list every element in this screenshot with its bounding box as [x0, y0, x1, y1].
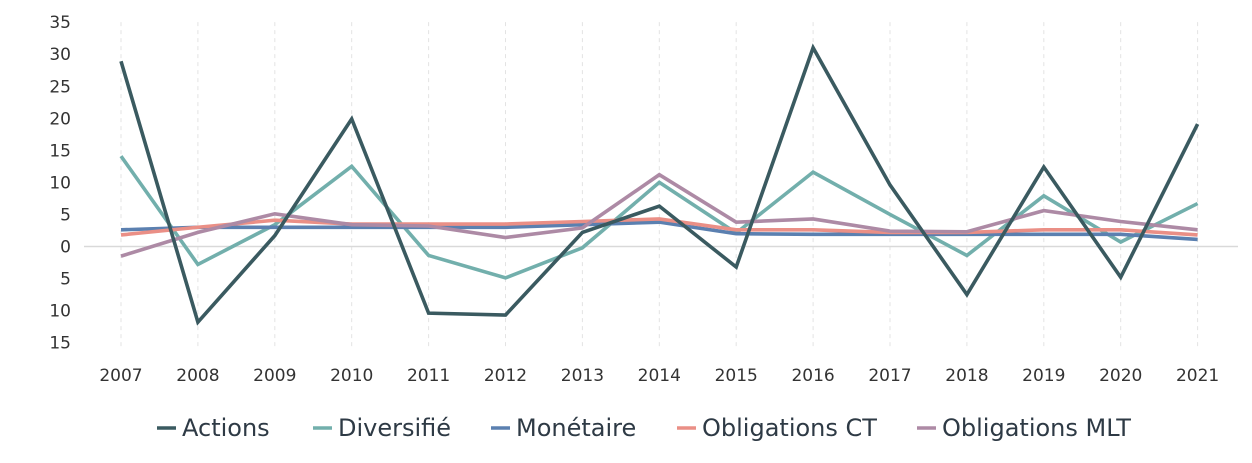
y-tick-label: 5 — [60, 205, 71, 225]
x-tick-label-2008: 2008 — [176, 366, 219, 386]
legend-item-obligations-ct: Obligations CT — [677, 414, 877, 442]
series-line-monétaire — [120, 220, 1198, 242]
y-tick-label: 25 — [49, 77, 71, 97]
legend-item-diversifié: Diversifié — [313, 414, 451, 442]
legend-label: Diversifié — [338, 414, 451, 442]
legend-item-obligations-mlt: Obligations MLT — [917, 414, 1131, 442]
y-tick-label: 15 — [49, 334, 71, 354]
legend: Actions Diversifié Monétaire Obligations CT… — [157, 414, 1131, 442]
y-tick-label: 20 — [49, 109, 71, 129]
y-tick-label: 15 — [49, 141, 71, 161]
y-axis-ticks: 35 30 25 20 15 10 5 0 5 10 15 — [49, 13, 71, 354]
series-line-actions — [119, 43, 1200, 326]
y-tick-label: 10 — [49, 302, 71, 322]
x-tick-label-2016: 2016 — [791, 366, 834, 386]
x-tick-label-2009: 2009 — [253, 366, 296, 386]
x-tick-label-2017: 2017 — [868, 366, 911, 386]
x-tick-label-2011: 2011 — [407, 366, 450, 386]
series-lines — [119, 43, 1200, 326]
y-tick-label: 10 — [49, 173, 71, 193]
x-tick-label-2015: 2015 — [715, 366, 758, 386]
legend-label: Obligations CT — [702, 414, 877, 442]
y-tick-label: 35 — [49, 13, 71, 33]
x-tick-label-2007: 2007 — [99, 366, 142, 386]
x-tick-label-2014: 2014 — [638, 366, 681, 386]
series-line-obligations-ct — [120, 217, 1198, 237]
y-tick-label: 30 — [49, 45, 71, 65]
x-tick-label-2010: 2010 — [330, 366, 373, 386]
x-tick-label-2018: 2018 — [945, 366, 988, 386]
y-tick-label: 5 — [60, 270, 71, 290]
x-axis-ticks: 2007 2008 2009 2010 2011 2012 2013 2014 2015 2016… — [99, 366, 1219, 386]
series-line-obligations-mlt — [120, 172, 1198, 258]
x-tick-label-2021: 2021 — [1176, 366, 1219, 386]
x-tick-label-2012: 2012 — [484, 366, 527, 386]
y-tick-label: 0 — [60, 238, 71, 258]
legend-item-monétaire: Monétaire — [491, 414, 636, 442]
legend-item-actions: Actions — [157, 414, 270, 442]
x-tick-label-2013: 2013 — [561, 366, 604, 386]
x-tick-label-2020: 2020 — [1099, 366, 1142, 386]
x-tick-label-2019: 2019 — [1022, 366, 1065, 386]
series-line-diversifié — [119, 155, 1199, 280]
legend-label: Obligations MLT — [942, 414, 1131, 442]
legend-label: Actions — [182, 414, 270, 442]
legend-label: Monétaire — [516, 414, 636, 442]
